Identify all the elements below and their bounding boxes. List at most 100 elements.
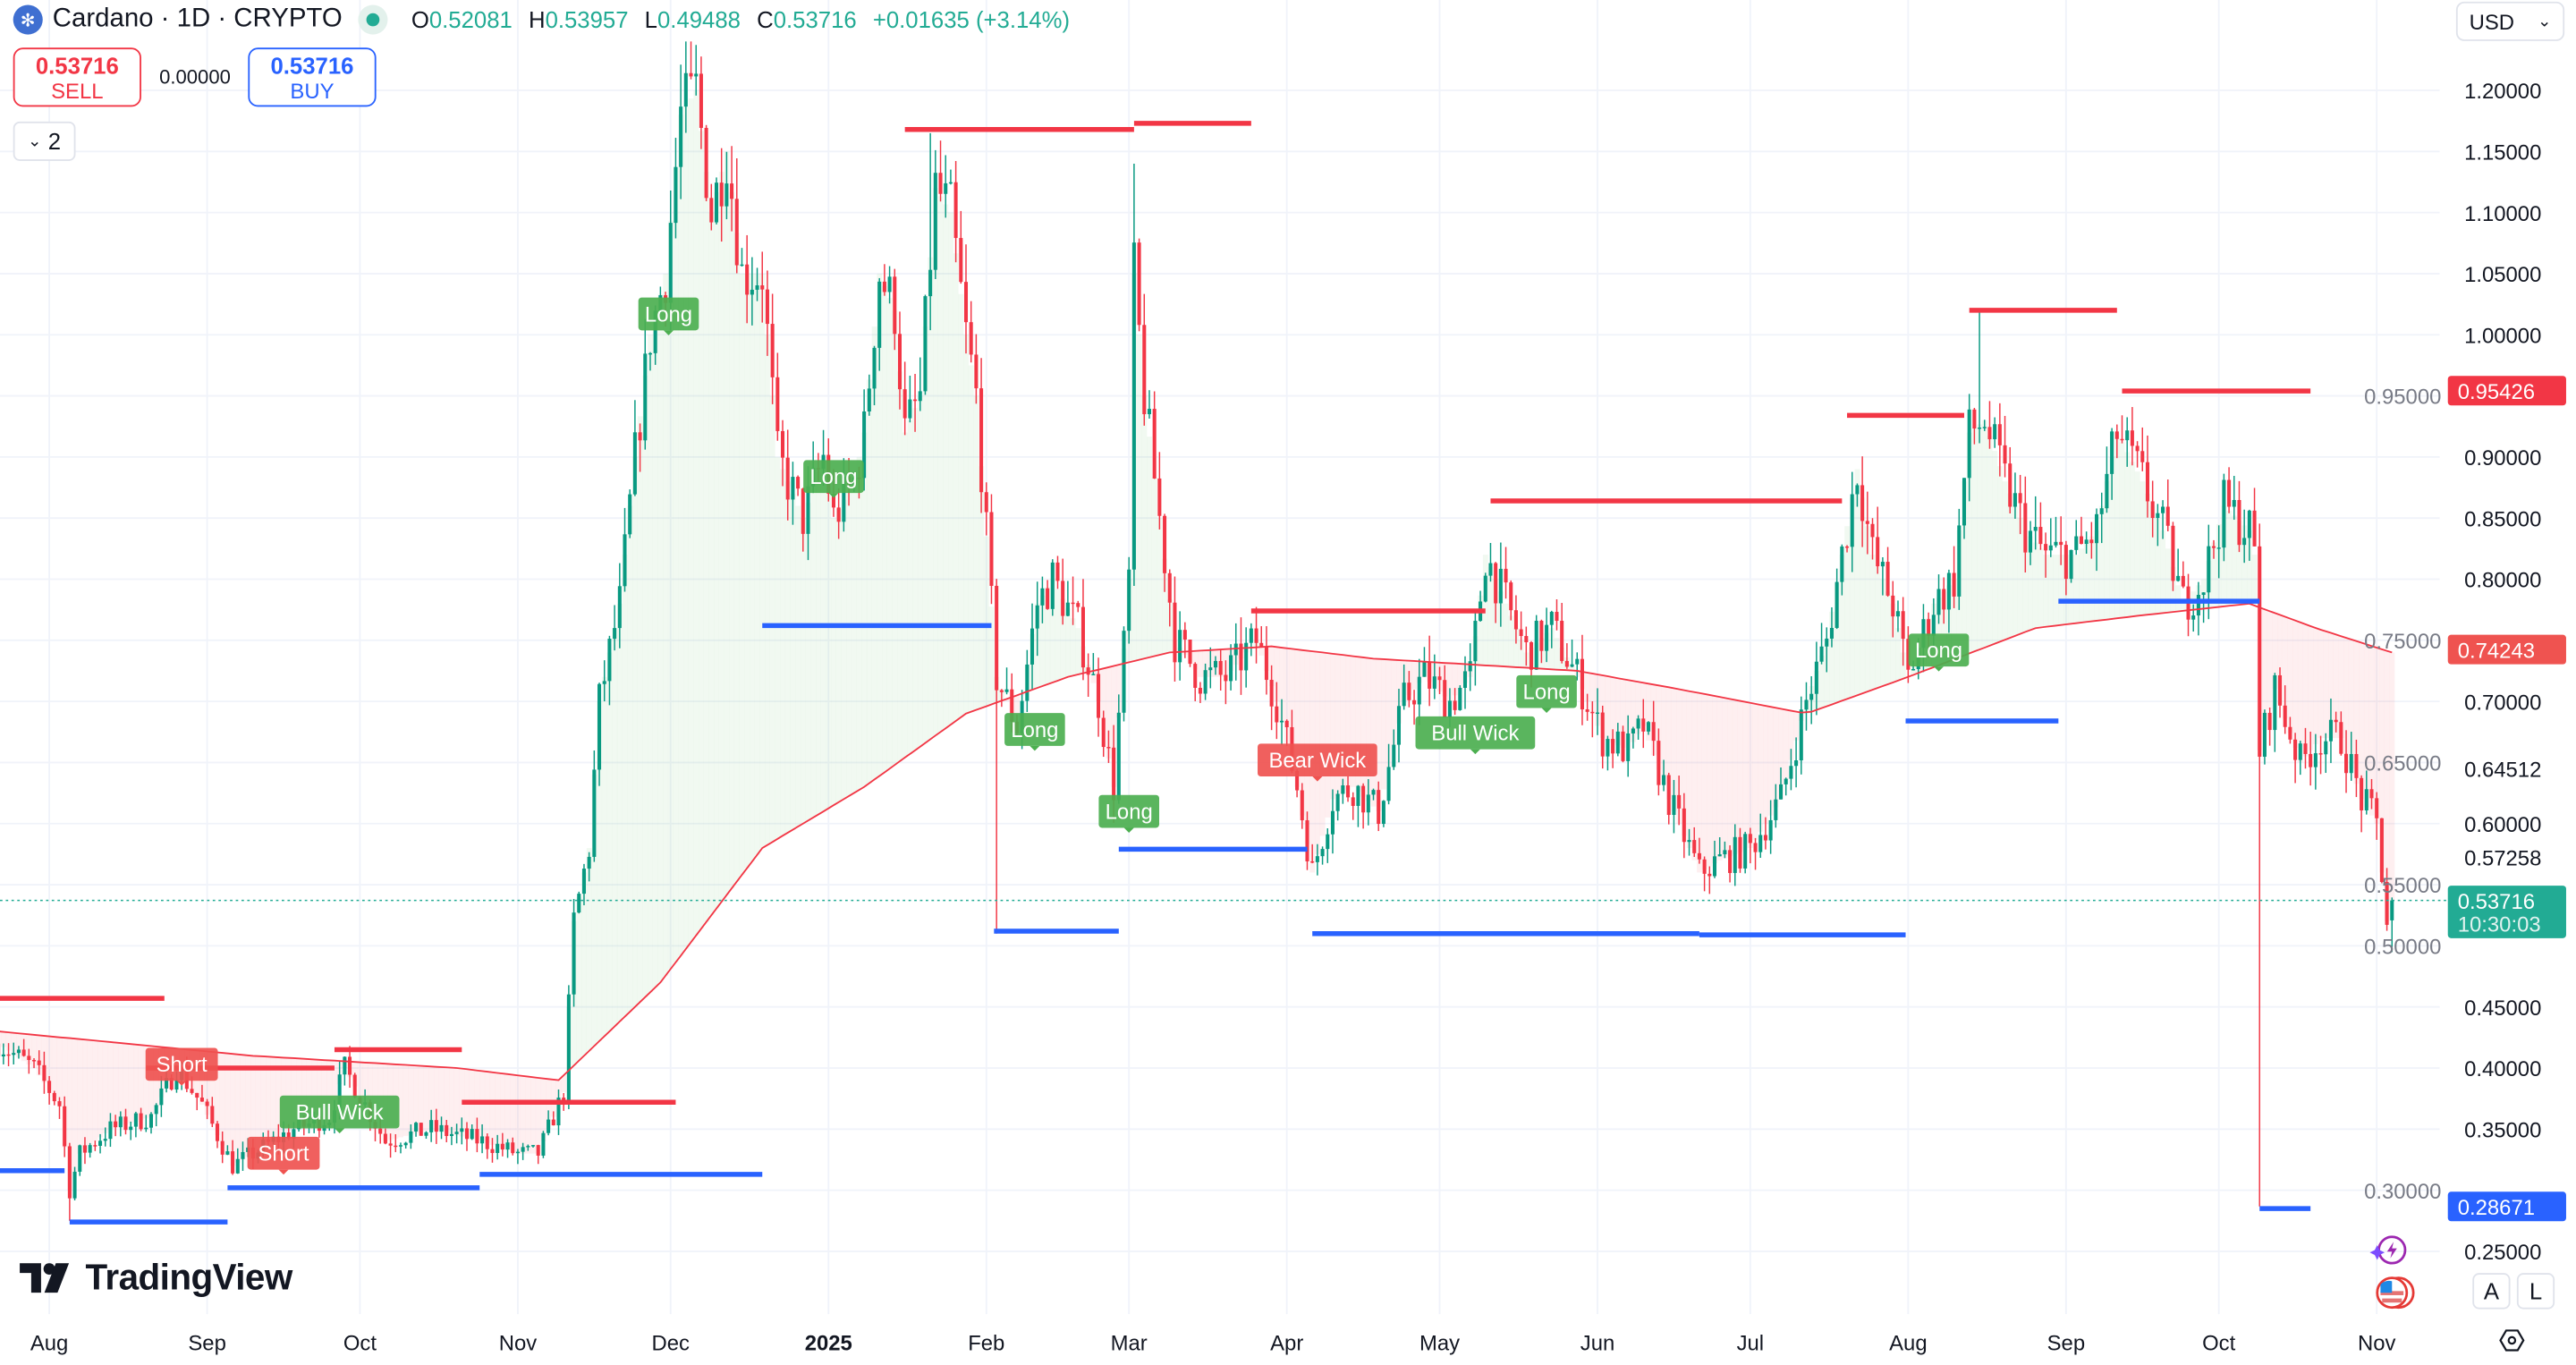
fill-segment (1060, 598, 1066, 679)
fill-segment (2119, 442, 2125, 618)
sell-price: 0.53716 (35, 52, 119, 80)
fill-segment (1279, 648, 1285, 724)
fill-segment (413, 1065, 419, 1133)
currency-select[interactable]: USD ⌄ (2455, 1, 2565, 41)
market-status-icon[interactable] (359, 4, 389, 35)
fill-segment (1951, 579, 1957, 660)
candle-body (1346, 785, 1351, 798)
candle-body (1076, 603, 1080, 607)
fill-segment (1136, 335, 1142, 660)
candle-body (1447, 700, 1452, 718)
fill-segment (1385, 659, 1392, 767)
candle-body (597, 683, 602, 770)
signal-text: Short (258, 1141, 309, 1166)
ai-assistant-icon[interactable] (2369, 1235, 2407, 1265)
candle-body (1982, 427, 1987, 428)
candle-body (944, 182, 948, 194)
candle-body (1010, 689, 1014, 722)
candle-body (190, 1089, 194, 1093)
fill-segment (474, 1070, 480, 1140)
close-value: 0.53716 (773, 6, 857, 33)
close-label: C (757, 6, 774, 33)
fill-segment (2384, 650, 2390, 922)
time-tick-label: Aug (30, 1331, 68, 1355)
fill-segment (143, 1045, 149, 1119)
candle-body (1203, 670, 1208, 694)
fill-segment (765, 335, 770, 845)
auto-scale-button[interactable]: A (2472, 1273, 2511, 1310)
candle-body (1575, 658, 1580, 665)
sell-button[interactable]: 0.53716 SELL (13, 47, 141, 107)
candle-body (1106, 747, 1111, 749)
candle-body (439, 1124, 444, 1132)
candle-body (378, 1128, 383, 1134)
candle-body (2033, 527, 2038, 531)
fill-segment (744, 273, 750, 869)
signal-label-short: Short (247, 1136, 320, 1175)
candle-body (2054, 541, 2058, 546)
price-level-label: 0.64512 (2464, 758, 2541, 782)
candle-body (1549, 612, 1554, 625)
fill-segment (2073, 555, 2080, 623)
candle-body (2084, 539, 2089, 545)
candle-body (2298, 743, 2302, 760)
buy-button[interactable]: 0.53716 BUY (248, 47, 377, 107)
fill-segment (2104, 481, 2110, 620)
price-level-label: 0.57258 (2464, 846, 2541, 870)
support-resistance-lines (0, 121, 2311, 1225)
fill-segment (886, 298, 893, 769)
candle-body (902, 389, 907, 419)
fill-segment (489, 1072, 496, 1145)
fill-segment (1716, 697, 1723, 861)
candle-body (602, 681, 606, 684)
candle-body (1462, 671, 1468, 689)
candle-body (1931, 615, 1936, 636)
chart-settings-icon[interactable] (2499, 1329, 2525, 1352)
candle-body (1967, 409, 1971, 479)
candle-body (133, 1113, 138, 1127)
candle-body (653, 310, 657, 353)
fill-segment (795, 505, 801, 827)
fill-segment (1106, 666, 1112, 759)
candle-body (6, 1054, 11, 1056)
fill-segment (968, 365, 974, 712)
fill-segment (0, 1031, 2, 1044)
candle-body (2283, 705, 2287, 727)
fill-segment (1992, 451, 1998, 644)
candle-body (2008, 463, 2012, 507)
candle-body (969, 322, 973, 355)
candle-body (1504, 568, 1508, 583)
candle-body (1080, 606, 1085, 668)
indicators-toggle-button[interactable]: ⌄ 2 (13, 121, 76, 161)
time-axis[interactable]: Aug Sep Oct Nov Dec 2025 Feb Mar Apr May Jun Jul Aug… (30, 1331, 2396, 1355)
cardano-logo-icon: ✻ (13, 4, 43, 35)
fill-segment (1971, 428, 1978, 652)
log-scale-button[interactable]: L (2516, 1273, 2555, 1310)
candle-body (154, 1105, 158, 1115)
fill-segment (1049, 579, 1055, 682)
fill-segment (219, 1053, 225, 1146)
fill-segment (597, 701, 603, 1041)
candle-body (1233, 643, 1238, 656)
us-flag-currency-icon[interactable] (2376, 1276, 2415, 1310)
candle-body (709, 198, 714, 223)
fill-segment (1075, 628, 1081, 675)
candle-body (2369, 789, 2374, 799)
candle-body (1173, 602, 1177, 663)
fill-segment (1513, 628, 1519, 667)
fill-segment (1115, 665, 1122, 718)
price-axis[interactable]: 1.20000 1.15000 1.10000 1.05000 1.00000 0.950… (2364, 80, 2566, 1265)
symbol-title[interactable]: Cardano · 1D · CRYPTO (52, 4, 343, 33)
candle-body (1494, 563, 1498, 604)
candle-body (129, 1126, 133, 1131)
candle-body (1911, 668, 1916, 671)
tradingview-logo[interactable]: TradingView (20, 1257, 292, 1300)
fill-segment (616, 603, 623, 1022)
fill-segment (627, 505, 633, 1013)
fill-segment (2089, 536, 2095, 622)
signal-pointer (278, 1169, 289, 1175)
fill-segment (67, 1038, 72, 1191)
fill-segment (317, 1059, 322, 1121)
fill-segment (1447, 663, 1453, 702)
